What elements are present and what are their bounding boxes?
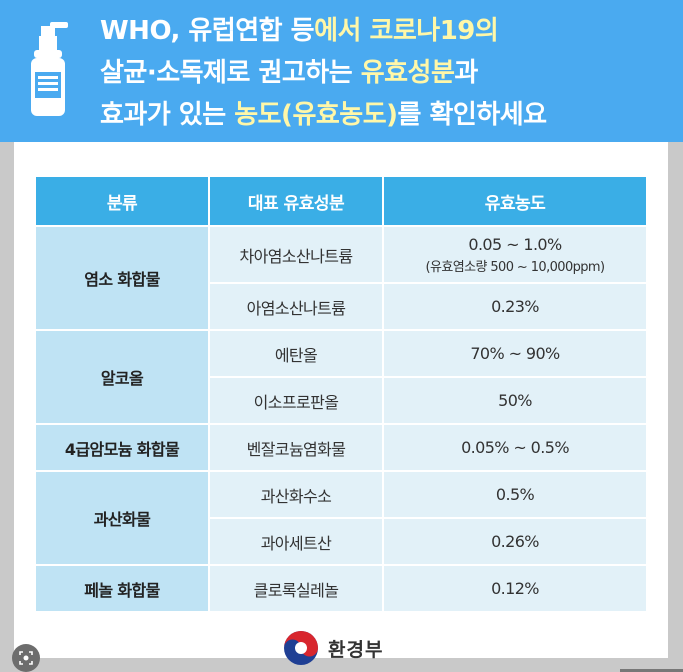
table-row: 과산화물 과산화수소 0.5% (36, 472, 646, 564)
sanitizer-bottle-icon (31, 22, 68, 116)
ingredient-cell: 아염소산나트륨 (210, 284, 382, 329)
concentration-cell: 0.05% ~ 0.5% (384, 425, 646, 470)
table-row: 아염소산나트륨 0.23% (36, 284, 646, 329)
table-row: 4급암모늄 화합물 벤잘코늄염화물 0.05% ~ 0.5% (36, 425, 646, 470)
ingredient-cell: 차아염소산나트륨 (210, 227, 382, 282)
disinfectant-table: 분류 대표 유효성분 유효농도 염소 화합물 차아염소산나트륨 0.05 ~ 1… (34, 175, 648, 613)
category-cell: 알코올 (36, 331, 208, 423)
ingredient-cell: 에탄올 (210, 331, 382, 376)
concentration-cell: 70% ~ 90% (384, 331, 646, 376)
title-text: 효과가 있는 (100, 100, 235, 130)
title-highlight: 유효성분 (360, 58, 455, 88)
ministry-name: 환경부 (328, 638, 384, 661)
title-text: 살균·소독제로 권고하는 (100, 58, 361, 88)
table-row: 이소프로판올 50% (36, 378, 646, 423)
ingredient-cell: 과산화수소 (210, 472, 382, 517)
table-row: 염소 화합물 차아염소산나트륨 0.05 ~ 1.0% (유효염소량 500 ~… (36, 227, 646, 329)
concentration-value: 0.05 ~ 1.0% (468, 234, 562, 254)
column-header-ingredient: 대표 유효성분 (210, 177, 382, 225)
header-banner: WHO, 유럽연합 등에서 코로나19의 살균·소독제로 권고하는 유효성분과 … (0, 0, 683, 142)
title-text: 에서 코로나19의 (314, 16, 499, 46)
category-cell: 과산화물 (36, 472, 208, 564)
concentration-note: (유효염소량 500 ~ 10,000ppm) (425, 259, 606, 275)
lens-icon[interactable] (12, 644, 40, 672)
table-row: 알코올 에탄올 70% ~ 90% (36, 331, 646, 423)
column-header-concentration: 유효농도 (384, 177, 646, 225)
table-row: 과아세트산 0.26% (36, 519, 646, 564)
column-header-category: 분류 (36, 177, 208, 225)
ingredient-cell: 클로록실레놀 (210, 566, 382, 611)
ingredient-cell: 과아세트산 (210, 519, 382, 564)
title-line-3: 효과가 있는 농도(유효농도)를 확인하세요 (100, 94, 670, 136)
corner-bar (620, 669, 683, 672)
footer-logo: 환경부 (282, 628, 383, 668)
table-row: 페놀 화합물 클로록실레놀 0.12% (36, 566, 646, 611)
concentration-cell: 0.5% (384, 472, 646, 517)
concentration-cell: 50% (384, 378, 646, 423)
category-cell: 페놀 화합물 (36, 566, 208, 611)
concentration-cell: 0.12% (384, 566, 646, 611)
title-text: 과 (454, 58, 478, 88)
lens-glyph (19, 651, 33, 665)
title-text: WHO, 유럽연합 등 (100, 16, 315, 46)
title-highlight: 농도(유효농도) (234, 100, 398, 130)
category-cell: 염소 화합물 (36, 227, 208, 329)
concentration-cell: 0.23% (384, 284, 646, 329)
title-line-2: 살균·소독제로 권고하는 유효성분과 (100, 52, 670, 94)
ingredient-cell: 이소프로판올 (210, 378, 382, 423)
taegeuk-logo-icon (284, 631, 318, 665)
category-cell: 4급암모늄 화합물 (36, 425, 208, 470)
title-line-1: WHO, 유럽연합 등에서 코로나19의 (100, 10, 670, 52)
title-text: 를 확인하세요 (397, 100, 548, 130)
table-header-row: 분류 대표 유효성분 유효농도 (36, 177, 646, 225)
concentration-cell: 0.26% (384, 519, 646, 564)
page-title: WHO, 유럽연합 등에서 코로나19의 살균·소독제로 권고하는 유효성분과 … (100, 10, 670, 136)
ingredient-cell: 벤잘코늄염화물 (210, 425, 382, 470)
concentration-cell: 0.05 ~ 1.0% (유효염소량 500 ~ 10,000ppm) (384, 227, 646, 282)
